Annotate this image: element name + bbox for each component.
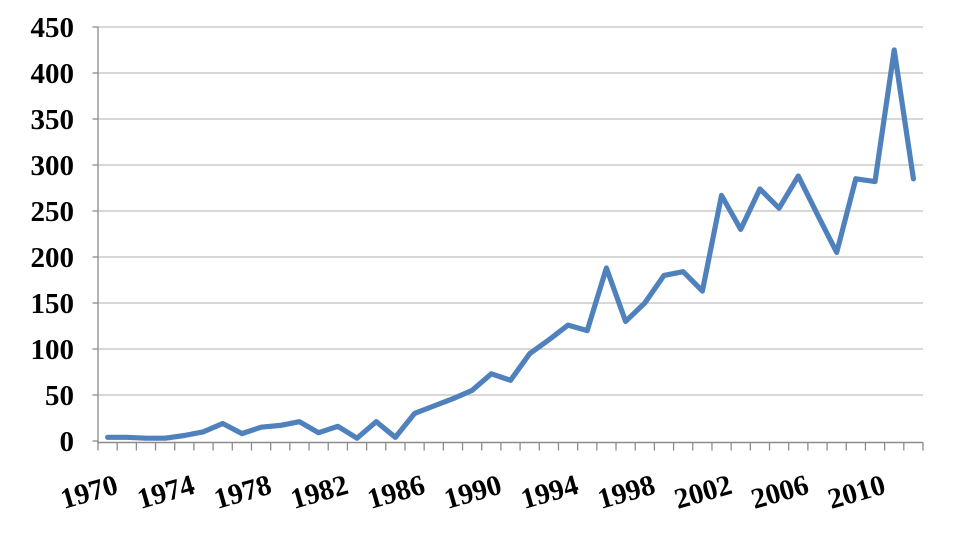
chart-line [105, 47, 916, 441]
y-tick-label: 100 [31, 334, 75, 366]
y-tick-label: 350 [31, 104, 75, 136]
x-tick-label: 1982 [287, 469, 352, 516]
x-tick-label: 1990 [441, 469, 506, 516]
x-tick-label: 1974 [134, 469, 199, 516]
y-tick-label: 250 [31, 196, 75, 228]
y-tick-label: 0 [60, 426, 75, 458]
y-tick-label: 150 [31, 288, 75, 320]
y-tick-label: 400 [31, 58, 75, 90]
x-tick-label: 2006 [748, 469, 813, 516]
x-tick-label: 1986 [364, 469, 429, 516]
x-tick-label: 1970 [57, 469, 122, 516]
x-tick-label: 1994 [517, 469, 582, 516]
y-tick-label: 450 [31, 12, 75, 44]
x-tick-label: 1978 [210, 469, 275, 516]
x-tick-label: 1998 [594, 469, 659, 516]
y-tick-label: 200 [31, 242, 75, 274]
x-tick-label: 2010 [824, 469, 889, 516]
y-axis-labels: 0 50 100 150 200 250 300 350 400 450 [31, 12, 75, 458]
x-axis-labels: 1970 1974 1978 1982 1986 1990 1994 1998 2002 2006… [57, 469, 889, 516]
gridlines [98, 26, 923, 396]
y-tick-label: 300 [31, 150, 75, 182]
x-axis-ticks [97, 442, 924, 451]
x-tick-label: 2002 [671, 469, 736, 516]
y-tick-label: 50 [45, 380, 74, 412]
y-axis-ticks [92, 26, 98, 442]
